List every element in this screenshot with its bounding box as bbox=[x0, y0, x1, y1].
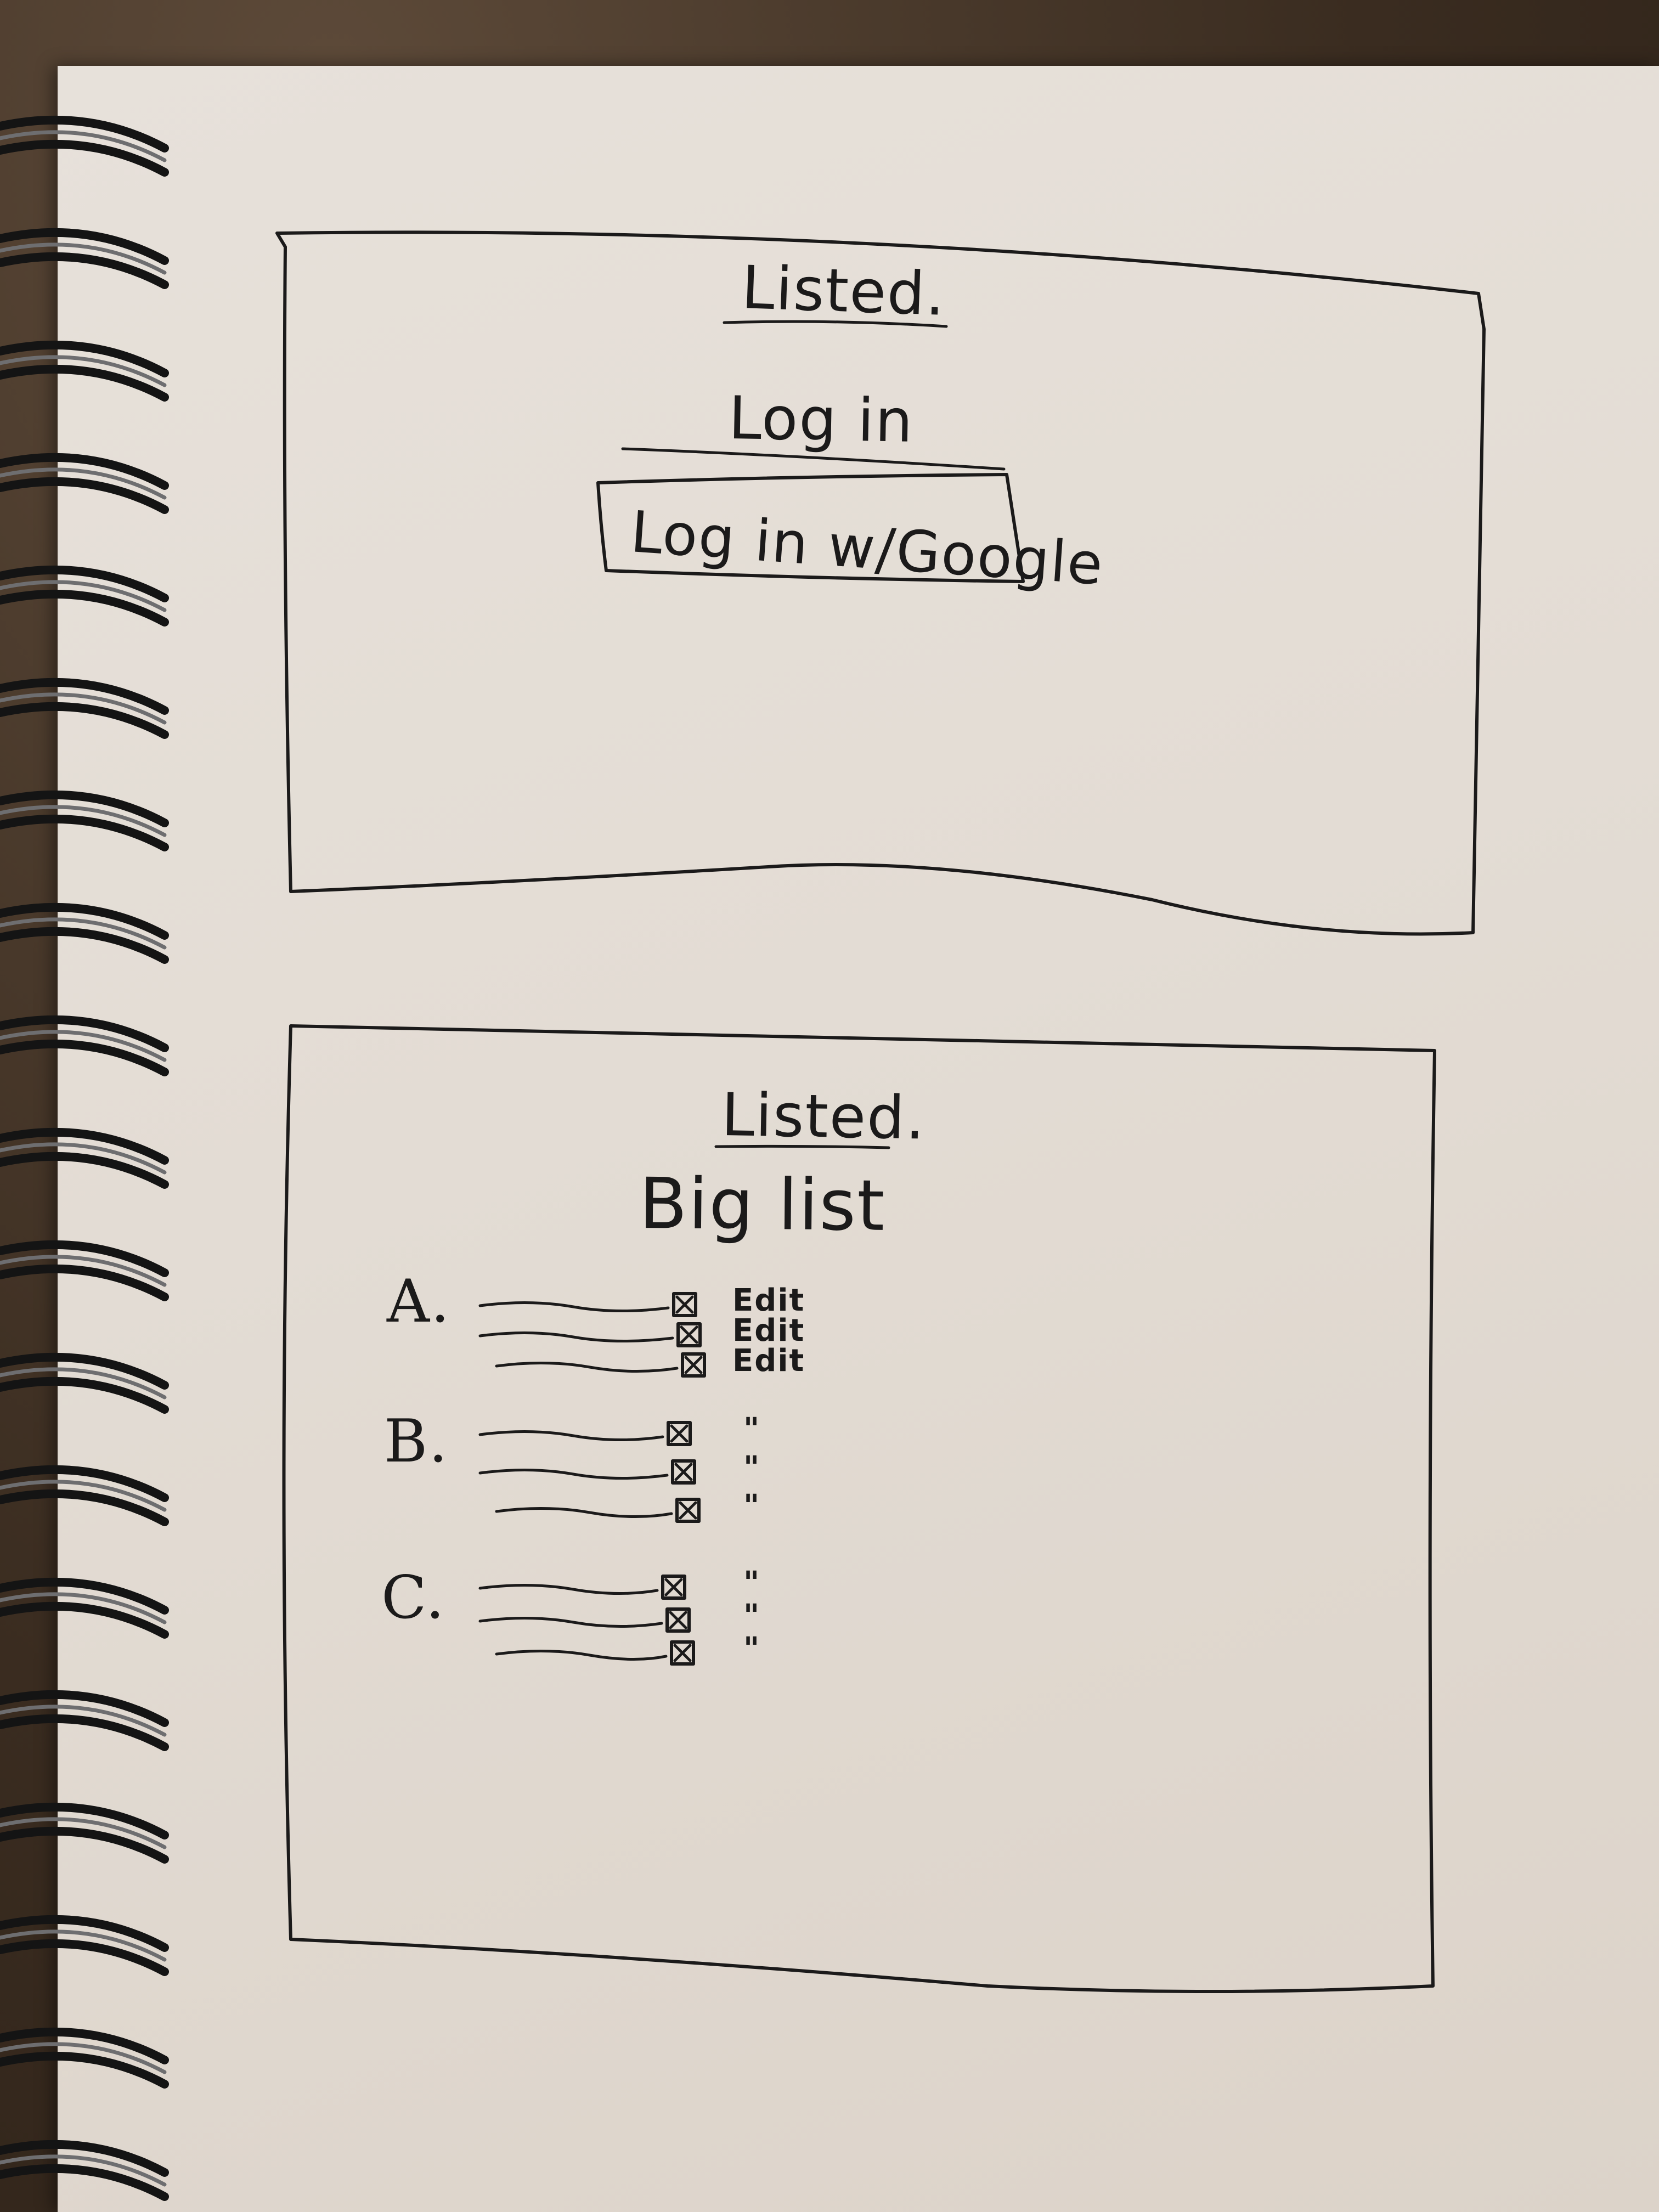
spiral-coil bbox=[0, 2027, 169, 2089]
list-item-text-line bbox=[495, 1506, 673, 1519]
login-screen-frame bbox=[275, 230, 1486, 936]
checkbox-checked-icon[interactable] bbox=[667, 1421, 692, 1446]
spiral-coil bbox=[0, 1915, 169, 1976]
google-button-outline bbox=[596, 473, 1025, 583]
spiral-coil bbox=[0, 678, 169, 739]
spiral-coil bbox=[0, 565, 169, 627]
list-item-text-line bbox=[478, 1616, 663, 1628]
list-screen-frame bbox=[282, 1024, 1436, 1993]
spiral-coil bbox=[0, 1465, 169, 1526]
spiral-coil bbox=[0, 1802, 169, 1864]
list-item-text-line bbox=[478, 1331, 674, 1343]
edit-link[interactable]: Edit bbox=[732, 1343, 805, 1379]
edit-link[interactable]: Edit bbox=[732, 1283, 805, 1318]
ditto-mark: " bbox=[743, 1598, 761, 1634]
spiral-coil bbox=[0, 115, 169, 177]
section-label-c: C. bbox=[381, 1564, 446, 1632]
spiral-coil bbox=[0, 453, 169, 514]
checkbox-checked-icon[interactable] bbox=[676, 1322, 702, 1347]
checkbox-checked-icon[interactable] bbox=[672, 1292, 697, 1317]
spiral-coil bbox=[0, 1127, 169, 1189]
brand-title-login: Listed. bbox=[740, 253, 947, 329]
section-label-b: B. bbox=[384, 1407, 449, 1476]
section-label-a: A. bbox=[387, 1267, 451, 1336]
list-item-text-line bbox=[478, 1430, 664, 1442]
checkbox-checked-icon[interactable] bbox=[681, 1352, 706, 1378]
ditto-mark: " bbox=[743, 1565, 761, 1601]
spiral-coil bbox=[0, 1690, 169, 1751]
login-heading: Log in bbox=[727, 384, 915, 456]
spiral-coil bbox=[0, 340, 169, 402]
brand-underline-top bbox=[723, 320, 948, 328]
list-title: Big list bbox=[639, 1163, 886, 1247]
checkbox-checked-icon[interactable] bbox=[670, 1640, 695, 1666]
spiral-coil bbox=[0, 1352, 169, 1414]
spiral-binding bbox=[0, 115, 169, 2201]
sketchbook-page bbox=[58, 66, 1659, 2212]
brand-underline-bottom bbox=[714, 1144, 890, 1149]
list-item-text-line bbox=[495, 1649, 668, 1661]
spiral-coil bbox=[0, 790, 169, 851]
ditto-mark: " bbox=[743, 1412, 761, 1447]
brand-title-list: Listed. bbox=[720, 1081, 927, 1153]
list-item-text-line bbox=[478, 1468, 669, 1480]
ditto-mark: " bbox=[743, 1488, 761, 1524]
ditto-mark: " bbox=[743, 1631, 761, 1667]
list-item-text-line bbox=[495, 1361, 679, 1373]
ditto-mark: " bbox=[743, 1450, 761, 1486]
spiral-coil bbox=[0, 1240, 169, 1301]
list-item-text-line bbox=[478, 1301, 670, 1313]
login-heading-underline bbox=[621, 447, 1006, 471]
spiral-coil bbox=[0, 1577, 169, 1639]
checkbox-checked-icon[interactable] bbox=[661, 1575, 686, 1600]
spiral-coil bbox=[0, 902, 169, 964]
edit-link[interactable]: Edit bbox=[732, 1313, 805, 1348]
checkbox-checked-icon[interactable] bbox=[671, 1459, 696, 1485]
checkbox-checked-icon[interactable] bbox=[675, 1498, 701, 1523]
list-item-text-line bbox=[478, 1583, 659, 1595]
spiral-coil bbox=[0, 228, 169, 289]
spiral-coil bbox=[0, 1015, 169, 1076]
checkbox-checked-icon[interactable] bbox=[665, 1607, 691, 1633]
spiral-coil bbox=[0, 2140, 169, 2201]
